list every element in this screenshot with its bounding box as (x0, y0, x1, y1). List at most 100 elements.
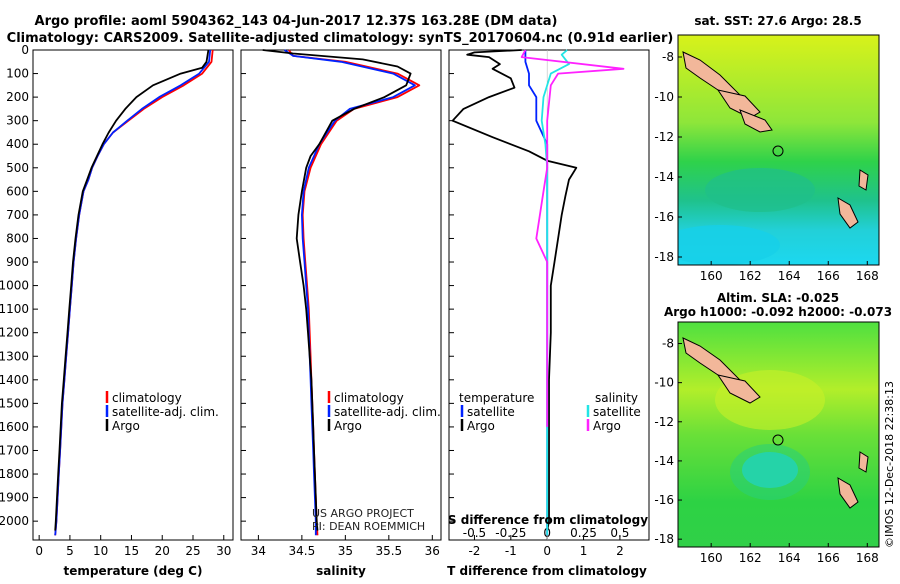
sst-features (678, 51, 869, 265)
sla-features (682, 337, 869, 509)
map-x-tick-label: 164 (778, 269, 801, 283)
map-x-tick-label: 164 (778, 551, 801, 565)
series-temperature-satellite (524, 50, 549, 536)
temperature-panel-frame (32, 49, 234, 541)
sst-map: sat. SST: 27.6 Argo: 28.5 160 162 164 166 16… (654, 14, 880, 283)
sla-map-subtitle: Argo h1000: -0.092 h2000: -0.073 (664, 305, 892, 319)
diff-legend-t-argo-label: Argo (467, 419, 495, 433)
sla-float-marker (772, 434, 784, 446)
map-y-tick-label: -16 (654, 493, 674, 507)
temperature-legend: climatology satellite-adj. clim. Argo (105, 391, 219, 433)
map-y-tick-label: -8 (662, 50, 674, 64)
diff-legend-salinity-title: salinity (595, 391, 638, 405)
map-x-tick-label: 162 (739, 551, 762, 565)
series-salinity-satellite (540, 49, 570, 536)
series-climatology (288, 49, 421, 536)
s-diff-tick-label: -0.5 (463, 526, 486, 540)
depth-tick-label: 100 (6, 67, 29, 81)
sst-map-frame (677, 34, 880, 266)
s-diff-tick-label: 0.25 (570, 526, 597, 540)
sla-map-title: Altim. SLA: -0.025 (717, 291, 839, 305)
sal-legend-satellite-label: satellite-adj. clim. (334, 405, 441, 419)
map-x-tick-label: 168 (856, 269, 879, 283)
depth-tick-label: 500 (6, 161, 29, 175)
s-difference-axis-title: S difference from climatology (448, 513, 648, 527)
salinity-chart: 34 34.5 35 35.5 36 (241, 49, 440, 558)
depth-tick-label: 200 (6, 90, 29, 104)
legend-climatology-label: climatology (112, 391, 182, 405)
s-diff-tick-label: 0.5 (610, 526, 629, 540)
vanuatu-island-1 (837, 197, 859, 229)
legend-satellite-label: satellite-adj. clim. (112, 405, 219, 419)
figure-subtitle: Climatology: CARS2009. Satellite-adjuste… (7, 31, 674, 46)
sla-islands-mid (716, 374, 761, 404)
map-y-tick-label: -10 (654, 376, 674, 390)
sal-legend-argo-label: Argo (334, 419, 362, 433)
x-tick-label: 20 (155, 544, 170, 558)
map-y-tick-label: -14 (654, 170, 674, 184)
sla-vanuatu-1 (837, 477, 859, 509)
sla-low-halo (730, 444, 810, 500)
map-x-tick-label: 160 (700, 551, 723, 565)
depth-tick-label: 1100 (0, 302, 29, 316)
map-x-tick-label: 162 (739, 269, 762, 283)
x-tick-label: 5 (66, 544, 74, 558)
series-salinity-argo (520, 49, 625, 427)
x-tick-label: 30 (216, 544, 231, 558)
depth-tick-label: 1700 (0, 443, 29, 457)
difference-panel-frame (448, 49, 650, 541)
depth-tick-label: 1600 (0, 420, 29, 434)
sla-vanuatu-2 (858, 451, 869, 473)
depth-tick-label: 1900 (0, 491, 29, 505)
salinity-xlabel: salinity (316, 564, 366, 578)
x-tick-label: 10 (93, 544, 108, 558)
depth-tick-label: 1400 (0, 373, 29, 387)
x-tick-label: 25 (185, 544, 200, 558)
x-tick-label: 1 (580, 544, 588, 558)
x-tick-label: 15 (124, 544, 139, 558)
map-x-tick-label: 160 (700, 269, 723, 283)
solomon-islands-south (739, 109, 773, 133)
map-y-tick-label: -14 (654, 454, 674, 468)
map-x-tick-label: 168 (856, 551, 879, 565)
x-tick-label: -2 (468, 544, 480, 558)
map-y-tick-label: -8 (662, 337, 674, 351)
depth-tick-label: 1300 (0, 349, 29, 363)
depth-axis: 0 100 200 300 400 500 600 700 800 900 1000 1100 1200… (0, 43, 29, 528)
salinity-panel-frame (240, 49, 442, 541)
depth-tick-label: 0 (21, 43, 29, 57)
sst-map-ticks: 160 162 164 166 168 -8 -10 -12 -14 -16 -18 (654, 50, 878, 283)
salinity-legend: climatology satellite-adj. clim. Argo US… (312, 391, 441, 533)
credit-pi: PI: DEAN ROEMMICH (312, 520, 425, 533)
sla-map: Altim. SLA: -0.025 Argo h1000: -0.092 h2… (654, 291, 892, 565)
difference-chart: -2 -1 0 1 2-0.5 -0.25 0 0.25 0.5 (449, 49, 629, 558)
x-tick-label: 2 (616, 544, 624, 558)
depth-tick-label: 1500 (0, 396, 29, 410)
temperature-chart: 0 5 10 15 20 25 30 (33, 49, 231, 558)
map-x-tick-label: 166 (817, 551, 840, 565)
sst-map-title: sat. SST: 27.6 Argo: 28.5 (694, 14, 861, 28)
depth-tick-label: 400 (6, 137, 29, 151)
x-tick-label: 35.5 (375, 544, 402, 558)
x-tick-label: 35 (338, 544, 353, 558)
diff-legend-s-satellite-label: satellite (593, 405, 641, 419)
series-satellite-adj-clim- (54, 49, 212, 536)
sla-map-frame (677, 321, 880, 548)
depth-tick-label: 300 (6, 114, 29, 128)
sla-map-ticks: 160 162 164 166 168 -8 -10 -12 -14 -16 -18 (654, 337, 878, 565)
sst-cool-patch (705, 168, 815, 212)
difference-legend: temperature satellite Argo salinity sate… (448, 391, 648, 527)
x-tick-label: 34 (251, 544, 266, 558)
map-y-tick-label: -18 (654, 250, 674, 264)
legend-argo-label: Argo (112, 419, 140, 433)
depth-tick-label: 900 (6, 255, 29, 269)
credit-project: US ARGO PROJECT (312, 507, 414, 520)
series-climatology (54, 49, 214, 536)
series-argo (262, 49, 412, 531)
x-tick-label: -1 (505, 544, 517, 558)
depth-tick-label: 1000 (0, 279, 29, 293)
map-y-tick-label: -12 (654, 130, 674, 144)
series-argo (54, 49, 210, 531)
